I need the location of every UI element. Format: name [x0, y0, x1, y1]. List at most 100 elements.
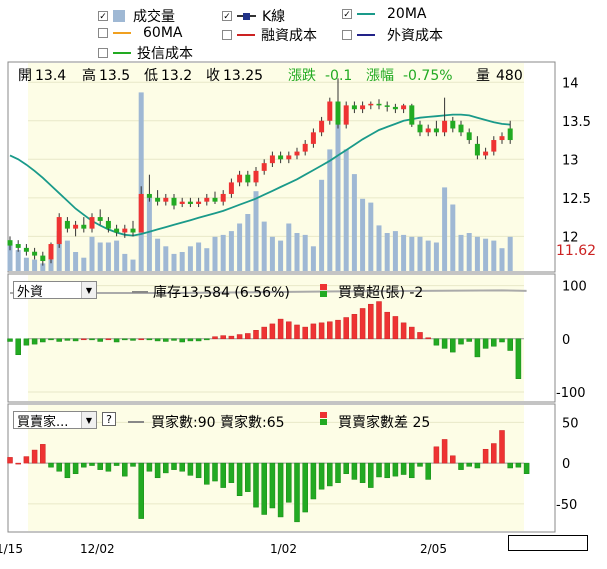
- legend: ✓ 成交量 ✓ K線 ✓ 20MA 60MA 融資成本 外資成本 投信成本: [0, 0, 607, 63]
- last-price-label: 11.62: [556, 243, 596, 259]
- legend-foreign-cost-label: 外資成本: [387, 28, 443, 44]
- candlestick: [351, 101, 357, 114]
- volume-bar: [146, 195, 152, 271]
- diff-label: 買賣家數差 25: [338, 414, 430, 431]
- ma20-checkbox[interactable]: ✓: [342, 9, 352, 20]
- foreign-bar: [409, 326, 415, 340]
- chevron-down-icon[interactable]: ▼: [81, 282, 96, 298]
- volume-checkbox[interactable]: ✓: [98, 11, 108, 22]
- volume-bar: [204, 248, 210, 271]
- volume-bar: [245, 214, 251, 271]
- candlestick: [507, 120, 513, 144]
- foreign-cost-swatch: [357, 34, 375, 36]
- change-value: -0.1: [325, 68, 352, 84]
- indicator-select-foreign[interactable]: 外資 ▼: [13, 281, 97, 300]
- candlestick: [376, 99, 382, 110]
- candlestick: [179, 197, 185, 208]
- volume-bar: [343, 149, 349, 271]
- legend-ma60[interactable]: 60MA: [98, 25, 182, 41]
- volume-bar: [155, 238, 161, 271]
- candlestick: [286, 151, 292, 164]
- low-label: 低: [144, 68, 158, 84]
- trust-cost-checkbox[interactable]: [98, 48, 108, 58]
- counts-bar: [187, 462, 194, 476]
- foreign-bar: [310, 323, 317, 340]
- foreign-bar: [499, 338, 505, 343]
- counts-bar: [376, 462, 382, 478]
- foreign-bar: [253, 330, 259, 340]
- chevron-down-icon[interactable]: ▼: [81, 412, 96, 428]
- candlestick: [204, 193, 210, 206]
- candlestick: [442, 97, 448, 137]
- price-tick-label: 13: [562, 153, 579, 168]
- candlestick: [97, 209, 103, 225]
- x-label-2: 12/02: [80, 542, 115, 556]
- margin-cost-checkbox[interactable]: [222, 30, 232, 40]
- foreign-cost-checkbox[interactable]: [342, 30, 352, 40]
- counts-bar: [425, 462, 431, 480]
- counts-bar: [507, 462, 513, 469]
- foreign-bar: [261, 326, 267, 340]
- kline-checkbox[interactable]: ✓: [222, 11, 232, 22]
- indicator-select-counts[interactable]: 買賣家... ▼: [13, 411, 97, 430]
- candlestick: [23, 244, 29, 256]
- foreign-plot-area: [28, 275, 524, 401]
- candlestick: [15, 240, 21, 252]
- high-value: 13.5: [99, 68, 130, 84]
- counts-bar: [384, 462, 390, 479]
- candlestick: [425, 124, 431, 137]
- legend-volume[interactable]: ✓ 成交量: [98, 6, 175, 26]
- volume-bar: [360, 198, 366, 271]
- volume-bar: [458, 234, 464, 271]
- candlestick: [278, 151, 284, 164]
- foreign-bar: [368, 303, 374, 340]
- volume-bar: [302, 234, 308, 271]
- counts-bar: [163, 462, 169, 474]
- foreign-bar: [187, 338, 194, 342]
- legend-margin-cost[interactable]: 融資成本: [222, 25, 317, 45]
- counts-bar: [343, 462, 349, 474]
- counts-bar: [15, 462, 21, 465]
- volume-bar: [171, 253, 177, 271]
- x-label-3: 1/02: [270, 542, 297, 556]
- foreign-bar: [417, 332, 423, 340]
- counts-bar: [220, 462, 226, 488]
- volume-bar: [196, 242, 202, 271]
- price-panel: 12 12.5 13 13.5 14 11.62 開 13.4 高 13.5 低 13.…: [7, 61, 596, 273]
- price-tick-label: 14: [562, 76, 579, 91]
- counts-bar: [23, 456, 30, 464]
- foreign-bar: [40, 338, 46, 343]
- help-icon[interactable]: ?: [102, 412, 116, 426]
- counts-tick-label: 0: [562, 457, 570, 472]
- legend-kline-label: K線: [262, 9, 286, 25]
- ma60-checkbox[interactable]: [98, 28, 108, 38]
- counts-bar: [450, 455, 456, 464]
- foreign-bar: [491, 338, 497, 347]
- foreign-bar: [507, 338, 513, 351]
- foreign-bar: [195, 338, 202, 342]
- indicator-select-counts-value: 買賣家...: [17, 414, 69, 430]
- volume-bar: [392, 231, 398, 271]
- counts-bar: [245, 462, 251, 492]
- legend-ma20[interactable]: ✓ 20MA: [342, 6, 426, 22]
- pct-label: 漲幅: [366, 68, 394, 84]
- candlestick: [269, 151, 275, 167]
- close-label: 收: [206, 68, 220, 84]
- counts-bar: [97, 462, 103, 470]
- count-diff-bars: [7, 430, 530, 523]
- counts-bar: [72, 462, 79, 474]
- net-label: 買賣超(張) -2: [338, 285, 423, 301]
- counts-bar: [195, 462, 202, 479]
- foreign-tick-label: -100: [556, 386, 586, 401]
- legend-foreign-cost[interactable]: 外資成本: [342, 25, 443, 45]
- foreign-bar: [220, 335, 226, 340]
- margin-cost-swatch: [237, 34, 255, 36]
- legend-kline[interactable]: ✓ K線: [222, 6, 285, 26]
- counts-bar: [368, 462, 374, 488]
- price-tick-label: 12: [562, 230, 579, 245]
- counts-bar: [359, 462, 366, 483]
- ma60-swatch: [113, 32, 131, 34]
- counts-bar: [466, 462, 472, 467]
- legend-trust-cost[interactable]: 投信成本: [98, 43, 193, 63]
- net-buy-sell-bars: [7, 301, 522, 379]
